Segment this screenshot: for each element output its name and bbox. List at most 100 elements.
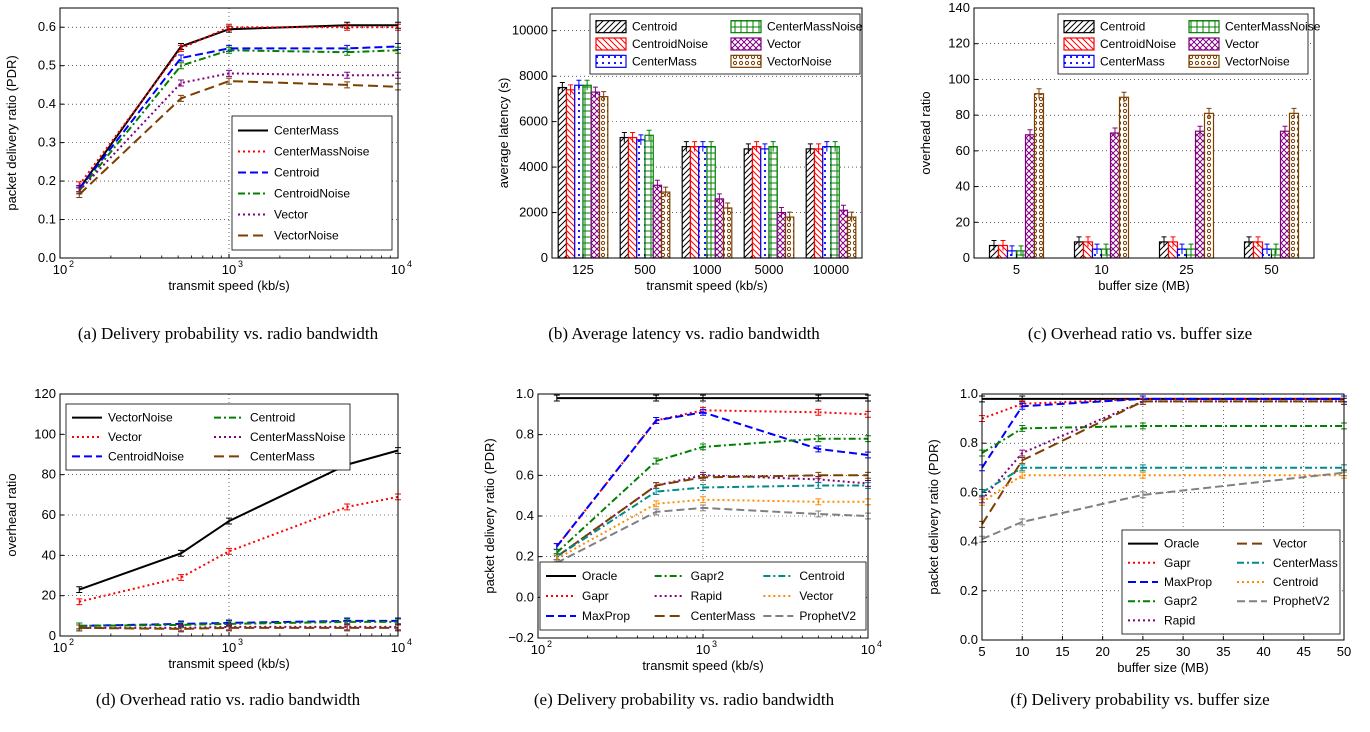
legend-swatch xyxy=(730,37,762,51)
error-bar xyxy=(807,143,813,154)
bar-centroid xyxy=(805,148,816,259)
legend-swatch xyxy=(595,37,627,51)
legend-swatch xyxy=(730,20,762,34)
xtick-label: 10 xyxy=(53,640,67,655)
legend-label: Gapr xyxy=(582,589,609,603)
legend-label: CenterMassNoise xyxy=(1225,20,1321,34)
y-axis-label: overhead ratio xyxy=(4,473,19,556)
error-bar xyxy=(178,62,185,70)
error-bar xyxy=(770,141,776,152)
ytick-label: 0 xyxy=(963,250,970,265)
legend-label: Vector xyxy=(799,589,833,603)
legend-label: MaxProp xyxy=(582,609,630,623)
error-bar xyxy=(178,94,185,102)
legend-box xyxy=(65,403,351,471)
error-bar xyxy=(1018,245,1024,256)
series-line-centermass xyxy=(981,466,1344,494)
legend-label: ProphetV2 xyxy=(799,609,856,623)
legend-box xyxy=(539,561,867,631)
chart-panel-e: −0.2 0.0 0.2 0.4 0.6 0.8 1.0 10 2 10 3 10 4 transmit … xyxy=(456,366,912,732)
error-bar xyxy=(1076,236,1082,247)
error-bar xyxy=(584,79,590,91)
ytick-label: 0.8 xyxy=(960,435,978,450)
error-bar xyxy=(226,624,232,632)
legend-label: CentroidNoise xyxy=(274,187,350,201)
error-bar xyxy=(815,408,822,416)
error-bar xyxy=(1273,243,1279,255)
error-bar xyxy=(1170,236,1176,247)
error-bar xyxy=(1103,243,1109,255)
error-bar xyxy=(815,471,822,479)
legend-label: Gapr xyxy=(1164,556,1191,570)
error-bar xyxy=(745,143,751,154)
error-bar xyxy=(653,417,660,424)
y-axis-label: packet delivery ratio (PDR) xyxy=(482,438,497,593)
xtick-exponent: 4 xyxy=(407,637,412,647)
plot-frame xyxy=(59,393,399,637)
bar-centroidnoise xyxy=(813,148,824,259)
chart-e: −0.20.00.20.40.60.81.010 2 10 3 10 4transmit … xyxy=(482,386,882,673)
plot-frame xyxy=(59,7,399,259)
legend-box xyxy=(231,115,393,251)
error-bar xyxy=(1036,88,1042,99)
xtick-exponent: 2 xyxy=(69,259,74,269)
error-bar xyxy=(1027,129,1033,140)
bar-vectornoise xyxy=(846,216,857,259)
error-bar xyxy=(226,46,232,54)
xtick-label: 25 xyxy=(1179,262,1193,277)
error-bar xyxy=(1139,464,1146,472)
legend-swatch xyxy=(1188,20,1220,34)
ytick-label: 100 xyxy=(34,426,56,441)
ytick-label: 0 xyxy=(49,628,56,643)
error-bar xyxy=(178,79,185,87)
error-bar xyxy=(700,473,706,481)
error-bar xyxy=(815,510,822,518)
legend-label: CentroidNoise xyxy=(108,449,184,463)
ytick-label: 0.6 xyxy=(516,467,534,482)
error-bar xyxy=(815,482,822,489)
caption-a: (a) Delivery probability vs. radio bandw… xyxy=(77,324,379,343)
series-line-prophetv2 xyxy=(981,471,1345,541)
error-bar xyxy=(700,496,706,504)
xtick-exponent: 2 xyxy=(69,637,74,647)
caption-e: (e) Delivery probability vs. radio bandw… xyxy=(533,690,835,709)
legend-label: CenterMass xyxy=(250,449,315,463)
error-bar xyxy=(621,132,627,143)
ytick-label: 60 xyxy=(956,143,970,158)
bar-vectornoise xyxy=(1118,96,1130,259)
x-axis-label: buffer size (MB) xyxy=(1117,660,1209,675)
bar-vector xyxy=(776,211,787,259)
error-bar xyxy=(553,394,560,402)
series-line-gapr2 xyxy=(981,425,1344,454)
x-axis-label: transmit speed (kb/s) xyxy=(168,656,289,671)
legend-label: Rapid xyxy=(1164,613,1195,627)
xtick-label: 10 xyxy=(391,640,405,655)
caption-c: (c) Overhead ratio vs. buffer size xyxy=(1027,324,1253,343)
xtick-label: 10 xyxy=(391,262,405,277)
ytick-label: 60 xyxy=(42,507,56,522)
ytick-label: 80 xyxy=(956,107,970,122)
error-bar xyxy=(76,624,83,632)
ytick-label: 0.0 xyxy=(516,589,534,604)
error-bar xyxy=(1094,243,1100,255)
bar-vector xyxy=(1279,130,1291,259)
legend-label: Vector xyxy=(274,208,308,222)
legend-label: Gapr2 xyxy=(1164,594,1198,608)
error-bar xyxy=(76,191,83,199)
xtick-label: 10 xyxy=(1094,262,1108,277)
error-bar xyxy=(1255,236,1261,247)
ytick-label: 120 xyxy=(34,386,56,401)
error-bar xyxy=(1019,464,1026,472)
legend-label: Centroid xyxy=(1273,575,1318,589)
chart-panel-a: 0.0 0.1 0.2 0.3 0.4 0.5 0.6 10 2 10 3 10 4 transmit s… xyxy=(0,0,456,366)
ytick-label: 0.2 xyxy=(960,583,978,598)
ytick-label: 0.2 xyxy=(516,549,534,564)
bar-centroid xyxy=(681,146,692,259)
ytick-label: 0.4 xyxy=(516,508,534,523)
error-bar xyxy=(815,498,822,506)
bar-centroidnoise xyxy=(751,146,762,259)
xtick-label: 50 xyxy=(1264,262,1278,277)
error-bar xyxy=(1197,125,1203,137)
error-bar xyxy=(815,445,822,453)
ytick-label: 0.1 xyxy=(38,212,56,227)
